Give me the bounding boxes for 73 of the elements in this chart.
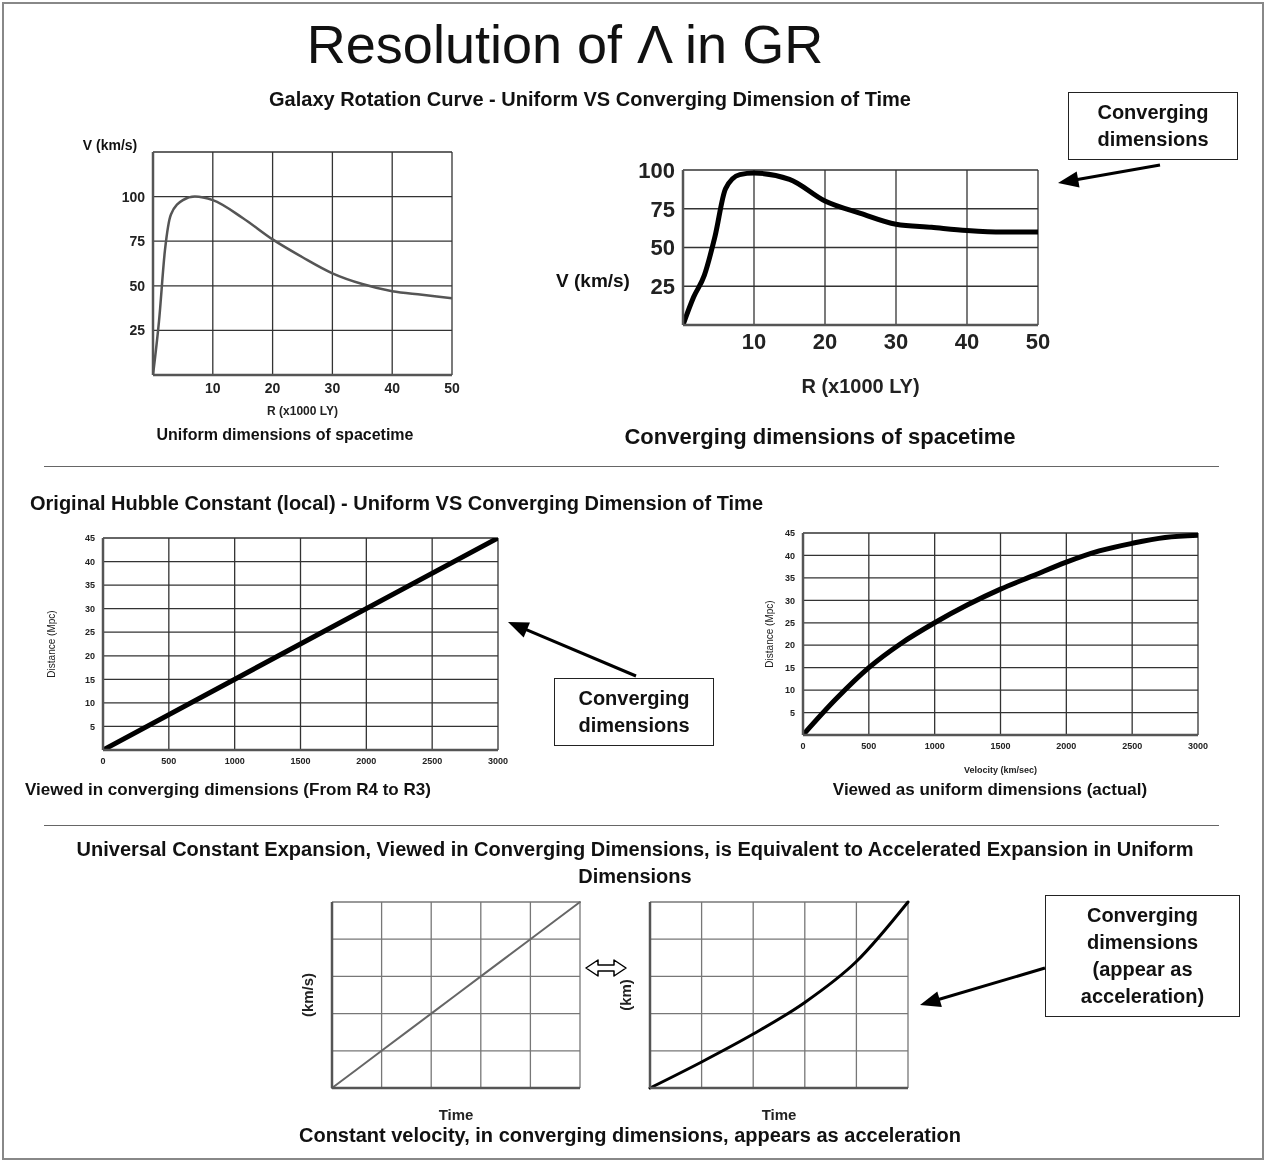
x-tick-label: 2500: [422, 756, 443, 767]
x-tick-label: 1000: [924, 741, 945, 752]
text: Constant velocity, in converging dimensions, appears as acceleration: [297, 1123, 963, 1148]
x-tick-label: 10: [741, 328, 767, 354]
y-tick-label: 25: [650, 274, 675, 300]
y-tick-label: 20: [84, 650, 95, 661]
x-axis-title: R (x1000 LY): [267, 404, 338, 418]
y-tick-label: 35: [84, 580, 95, 591]
y-tick-label: 10: [784, 685, 795, 696]
y-tick-label: 40: [84, 556, 95, 567]
x-axis-title: R (x1000 LY): [801, 375, 920, 397]
x-tick-label: 1500: [990, 741, 1011, 752]
chart-subtitle: Original Hubble Constant (local) - Uniform VS Converging Dimension of Time: [30, 491, 764, 516]
x-tick-label: 10: [205, 379, 221, 396]
text: Converging dimensions of spacetime: [623, 423, 1017, 451]
y-tick-label: 25: [84, 627, 95, 638]
y-axis-title: Distance (Mpc): [45, 610, 57, 678]
y-tick-label: 30: [784, 595, 795, 606]
y-tick-label: 100: [638, 157, 675, 183]
x-axis-title: Time: [761, 1106, 797, 1123]
y-tick-label: 25: [129, 322, 146, 339]
text: Converging dimensions (appear as acceleration): [1045, 895, 1240, 1017]
text: Galaxy Rotation Curve - Uniform VS Converging Dimension of Time: [269, 88, 911, 110]
x-tick-label: 1000: [224, 756, 245, 767]
text: Converging dimensions: [554, 678, 714, 746]
x-axis-title: Velocity (km/sec): [963, 765, 1038, 775]
x-tick-label: 3000: [487, 756, 509, 767]
y-tick-label: 20: [784, 640, 795, 651]
y-tick-label: 15: [784, 662, 795, 673]
y-axis-title: (km/s): [299, 972, 317, 1018]
y-tick-label: 50: [650, 235, 675, 261]
y-tick-label: 75: [650, 196, 675, 222]
x-tick-label: 30: [324, 379, 341, 396]
x-tick-label: 50: [1025, 328, 1051, 354]
y-axis-title: V (km/s): [555, 269, 631, 293]
text: Viewed in converging dimensions (From R4 to R3): [25, 779, 432, 801]
text: Converging dimensions: [1068, 92, 1238, 160]
y-axis-title: (km): [617, 979, 635, 1011]
y-tick-label: 40: [784, 550, 795, 561]
text: Uniform dimensions of spacetime: [155, 425, 415, 445]
x-tick-label: 1500: [290, 756, 311, 767]
x-tick-label: 500: [861, 741, 877, 752]
y-tick-label: 45: [84, 533, 95, 544]
x-tick-label: 0: [800, 741, 806, 752]
x-tick-label: 2500: [1122, 741, 1143, 752]
x-tick-label: 30: [883, 328, 909, 354]
y-tick-label: 35: [784, 573, 795, 584]
y-tick-label: 30: [84, 603, 95, 614]
x-tick-label: 3000: [1187, 741, 1209, 752]
x-tick-label: 500: [161, 756, 177, 767]
y-tick-label: 15: [84, 674, 95, 685]
y-tick-label: 10: [84, 698, 95, 709]
y-tick-label: 45: [784, 528, 795, 539]
x-tick-label: 0: [100, 756, 106, 767]
x-tick-label: 20: [812, 328, 838, 354]
x-tick-label: 40: [384, 379, 401, 396]
text: Resolution of Λ in GR: [305, 13, 825, 76]
x-tick-label: 2000: [1056, 741, 1077, 752]
x-tick-label: 20: [264, 379, 281, 396]
y-tick-label: 25: [784, 617, 795, 628]
y-tick-label: 100: [121, 188, 146, 205]
y-tick-label: 5: [89, 721, 95, 732]
y-tick-label: 5: [789, 707, 795, 718]
y-tick-label: 75: [129, 233, 146, 250]
x-tick-label: 50: [444, 379, 460, 396]
y-tick-label: 50: [129, 277, 146, 294]
text: Universal Constant Expansion, Viewed in Converging Dimensions, is Equivalent to Accelerated Expansion in Uniform Dimensions: [75, 837, 1195, 889]
y-axis-title: Distance (Mpc): [763, 600, 775, 668]
text: Viewed as uniform dimensions (actual): [831, 779, 1149, 801]
x-tick-label: 2000: [356, 756, 377, 767]
y-axis-title: V (km/s): [82, 136, 138, 155]
x-axis-title: Time: [438, 1106, 474, 1123]
x-tick-label: 40: [954, 328, 980, 354]
